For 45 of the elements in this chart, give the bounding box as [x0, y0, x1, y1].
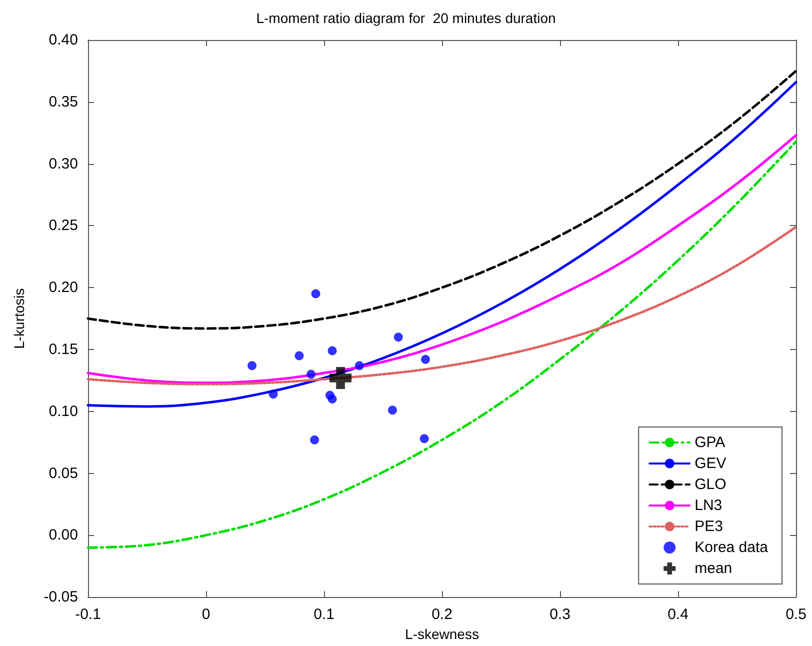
- x-axis-title: L-skewness: [405, 626, 479, 642]
- y-tick-label: 0.40: [48, 32, 78, 48]
- y-tick-label: 0.15: [48, 341, 78, 358]
- point: [268, 390, 278, 399]
- x-tick-label: 0.1: [314, 606, 334, 624]
- legend-label: PE3: [694, 518, 723, 535]
- x-tick-label: 0.2: [432, 606, 452, 624]
- point: [311, 289, 320, 298]
- point: [330, 366, 352, 389]
- y-tick-label: 0.25: [48, 217, 78, 234]
- point: [328, 394, 337, 404]
- y-tick-label: 0.30: [48, 155, 78, 172]
- line-series: [86, 80, 798, 408]
- y-axis-title: L-kurtosis: [11, 288, 27, 349]
- y-tick-label: 0.00: [48, 526, 78, 544]
- chart-title: L-moment ratio diagram for 20 minutes duration: [256, 10, 556, 26]
- point: [248, 361, 257, 370]
- point: [354, 361, 364, 370]
- x-tick-label: 0.4: [668, 606, 688, 624]
- y-tick-label: 0.20: [48, 279, 78, 296]
- legend-label: mean: [694, 560, 732, 577]
- point: [420, 354, 430, 364]
- legend-label: GLO: [694, 476, 726, 493]
- legend-label: Korea data: [694, 539, 769, 556]
- legend-label: GEV: [694, 455, 726, 472]
- y-tick-label: 0.35: [48, 93, 78, 110]
- legend-label: GPA: [694, 434, 726, 451]
- point: [420, 434, 429, 444]
- line-series: [86, 70, 798, 330]
- point: [294, 351, 304, 360]
- x-tick-label: -0.1: [75, 606, 101, 624]
- y-tick-label: 0.05: [48, 464, 78, 482]
- y-tick-label: 0.10: [48, 402, 78, 420]
- legend-label: LN3: [694, 497, 722, 514]
- y-tick-label: -0.05: [44, 588, 78, 606]
- line-series: [86, 226, 798, 386]
- x-tick-label: 0.3: [550, 606, 570, 624]
- point: [310, 435, 320, 444]
- point: [306, 370, 316, 379]
- x-tick-label: 0: [202, 606, 210, 624]
- point: [388, 406, 397, 415]
- x-tick-label: 0.5: [786, 606, 806, 624]
- line-series: [86, 134, 798, 384]
- point: [328, 346, 337, 356]
- point: [394, 332, 403, 342]
